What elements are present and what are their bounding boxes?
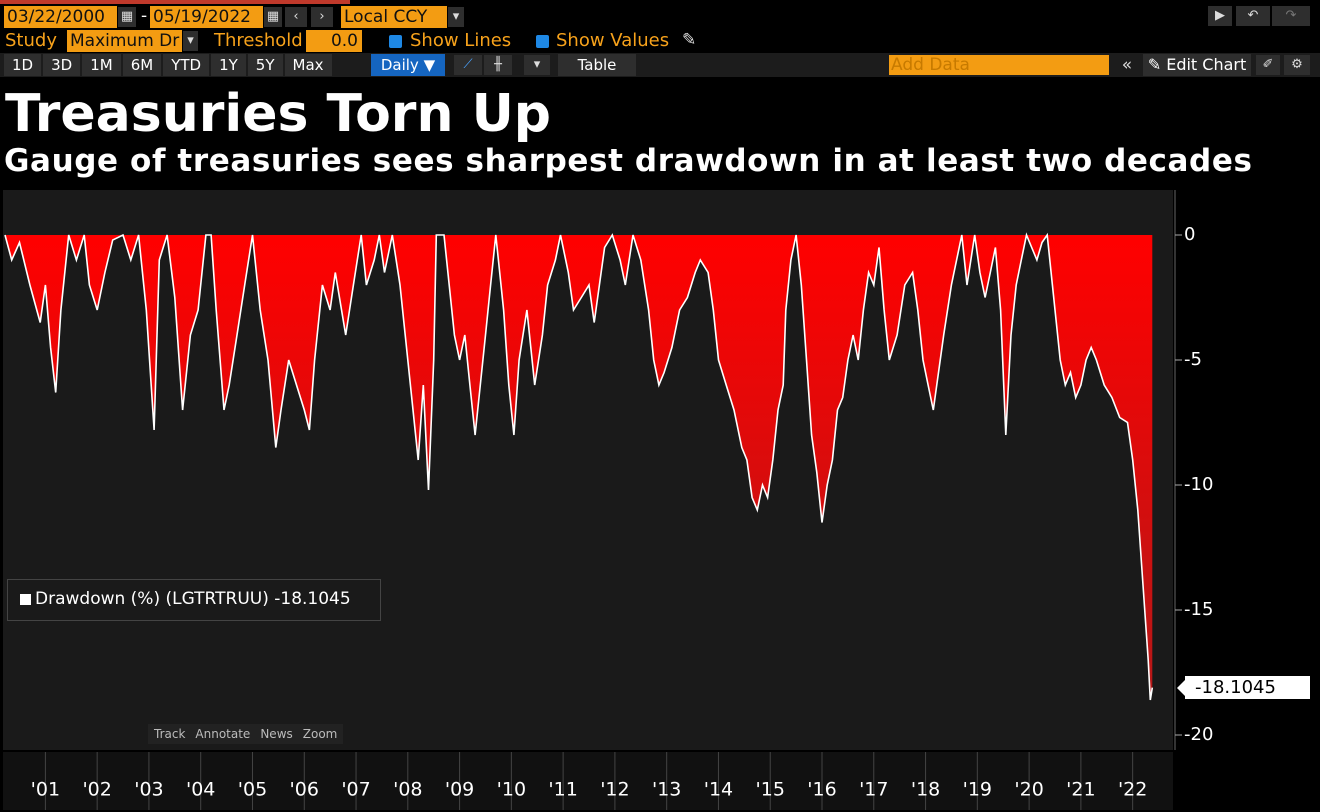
period-buttons: 1D 3D 1M 6M YTD 1Y 5Y Max xyxy=(4,54,332,76)
badge-pointer xyxy=(1177,679,1186,697)
show-lines[interactable]: Show Lines xyxy=(410,30,512,51)
x-tick-label: '19 xyxy=(963,779,992,801)
x-tick-label: '03 xyxy=(134,779,163,801)
chart-tool[interactable]: News xyxy=(260,727,293,741)
x-tick-label: '11 xyxy=(548,779,577,801)
bar-chart-icon[interactable]: ╫ xyxy=(484,55,512,75)
chart-tools: Track Annotate News Zoom xyxy=(148,724,344,744)
legend-name: Drawdown (%) (LGTRTRUU) xyxy=(35,589,269,609)
x-tick-label: '06 xyxy=(290,779,319,801)
pencil-icon[interactable]: ✎ xyxy=(682,30,697,50)
x-tick-label: '14 xyxy=(704,779,733,801)
show-values[interactable]: Show Values xyxy=(556,30,670,51)
dropdown[interactable]: ▾ xyxy=(448,7,464,27)
end-date[interactable]: 05/19/2022 xyxy=(150,6,263,28)
period-button[interactable]: 6M xyxy=(122,54,162,76)
line-chart-icon[interactable]: ⟋ xyxy=(454,55,482,75)
x-tick-label: '20 xyxy=(1014,779,1043,801)
y-tick-label: -15 xyxy=(1184,599,1213,620)
chart-tool[interactable]: Annotate xyxy=(195,727,251,741)
checkbox[interactable] xyxy=(536,35,549,48)
undo-icon[interactable]: ↶ xyxy=(1236,6,1270,26)
redo-icon[interactable]: ↷ xyxy=(1272,6,1310,26)
add-data-field[interactable]: Add Data xyxy=(889,55,1109,75)
prev-button[interactable]: ‹ xyxy=(285,7,307,27)
chart-tool[interactable]: Zoom xyxy=(302,727,338,741)
x-tick-label: '21 xyxy=(1066,779,1095,801)
next-button[interactable]: › xyxy=(311,7,333,27)
x-tick-label: '22 xyxy=(1118,779,1147,801)
period-button[interactable]: 1Y xyxy=(211,54,246,76)
period-button[interactable]: Max xyxy=(284,54,332,76)
study-field[interactable]: Maximum Dr xyxy=(67,30,182,52)
play-icon[interactable]: ▶ xyxy=(1208,6,1232,26)
calendar-icon[interactable]: ▦ xyxy=(118,7,136,27)
table-button[interactable]: Table xyxy=(558,54,636,76)
chart-subtitle: Gauge of treasuries sees sharpest drawdo… xyxy=(4,143,1253,179)
y-tick-label: -10 xyxy=(1184,474,1213,495)
drawdown-line xyxy=(4,232,1154,701)
y-tick-label: -20 xyxy=(1184,724,1213,745)
start-date[interactable]: 03/22/2000 xyxy=(4,6,117,28)
period-button[interactable]: 1M xyxy=(82,54,121,76)
x-tick-label: '05 xyxy=(238,779,267,801)
x-tick-label: '01 xyxy=(31,779,60,801)
currency[interactable]: Local CCY xyxy=(341,6,447,28)
x-tick-label: '02 xyxy=(82,779,111,801)
x-tick-label: '04 xyxy=(186,779,215,801)
legend-text: Drawdown (%) (LGTRTRUU) -18.1045 xyxy=(35,589,351,609)
x-tick-label: '10 xyxy=(497,779,526,801)
drawdown-area xyxy=(5,235,1153,700)
last-value-badge: -18.1045 xyxy=(1185,676,1310,699)
edit-icon[interactable]: ✐ xyxy=(1256,55,1280,75)
legend-swatch xyxy=(20,594,31,605)
legend: Drawdown (%) (LGTRTRUU) -18.1045 xyxy=(7,579,381,621)
y-tick-label: 0 xyxy=(1184,224,1195,245)
x-tick-label: '12 xyxy=(600,779,629,801)
period-button[interactable]: YTD xyxy=(163,54,210,76)
dropdown[interactable]: ▾ xyxy=(183,31,198,51)
x-tick-label: '08 xyxy=(393,779,422,801)
x-tick-label: '17 xyxy=(859,779,888,801)
x-axis-strip xyxy=(3,752,1173,810)
date-dash: - xyxy=(141,6,148,26)
dropdown[interactable]: ▾ xyxy=(524,55,550,75)
legend-value: -18.1045 xyxy=(274,589,351,609)
y-tick-label: -5 xyxy=(1184,349,1202,370)
period-button[interactable]: 1D xyxy=(4,54,42,76)
period-button[interactable]: 3D xyxy=(43,54,81,76)
threshold-field[interactable]: 0.0 xyxy=(306,30,362,52)
checkbox[interactable] xyxy=(389,35,402,48)
x-tick-label: '18 xyxy=(911,779,940,801)
frequency-button[interactable]: Daily ▼ xyxy=(371,54,445,76)
x-tick-label: '13 xyxy=(652,779,681,801)
top-strip xyxy=(0,0,1320,4)
frequency: Daily xyxy=(380,56,419,74)
edit-chart-button[interactable]: ✎ Edit Chart xyxy=(1143,54,1251,76)
x-tick-label: '07 xyxy=(341,779,370,801)
x-tick-label: '09 xyxy=(445,779,474,801)
edit-chart: Edit Chart xyxy=(1166,55,1247,74)
study-label: Study xyxy=(5,30,57,51)
period-button[interactable]: 5Y xyxy=(247,54,283,76)
chart-title: Treasuries Torn Up xyxy=(5,84,552,144)
threshold-label: Threshold xyxy=(214,30,303,51)
settings-icon[interactable]: ⚙ xyxy=(1284,55,1310,75)
chart-tool[interactable]: Track xyxy=(154,727,186,741)
x-tick-label: '15 xyxy=(756,779,785,801)
calendar-icon[interactable]: ▦ xyxy=(264,7,282,27)
x-tick-label: '16 xyxy=(807,779,836,801)
collapse-icon[interactable]: « xyxy=(1121,55,1133,75)
